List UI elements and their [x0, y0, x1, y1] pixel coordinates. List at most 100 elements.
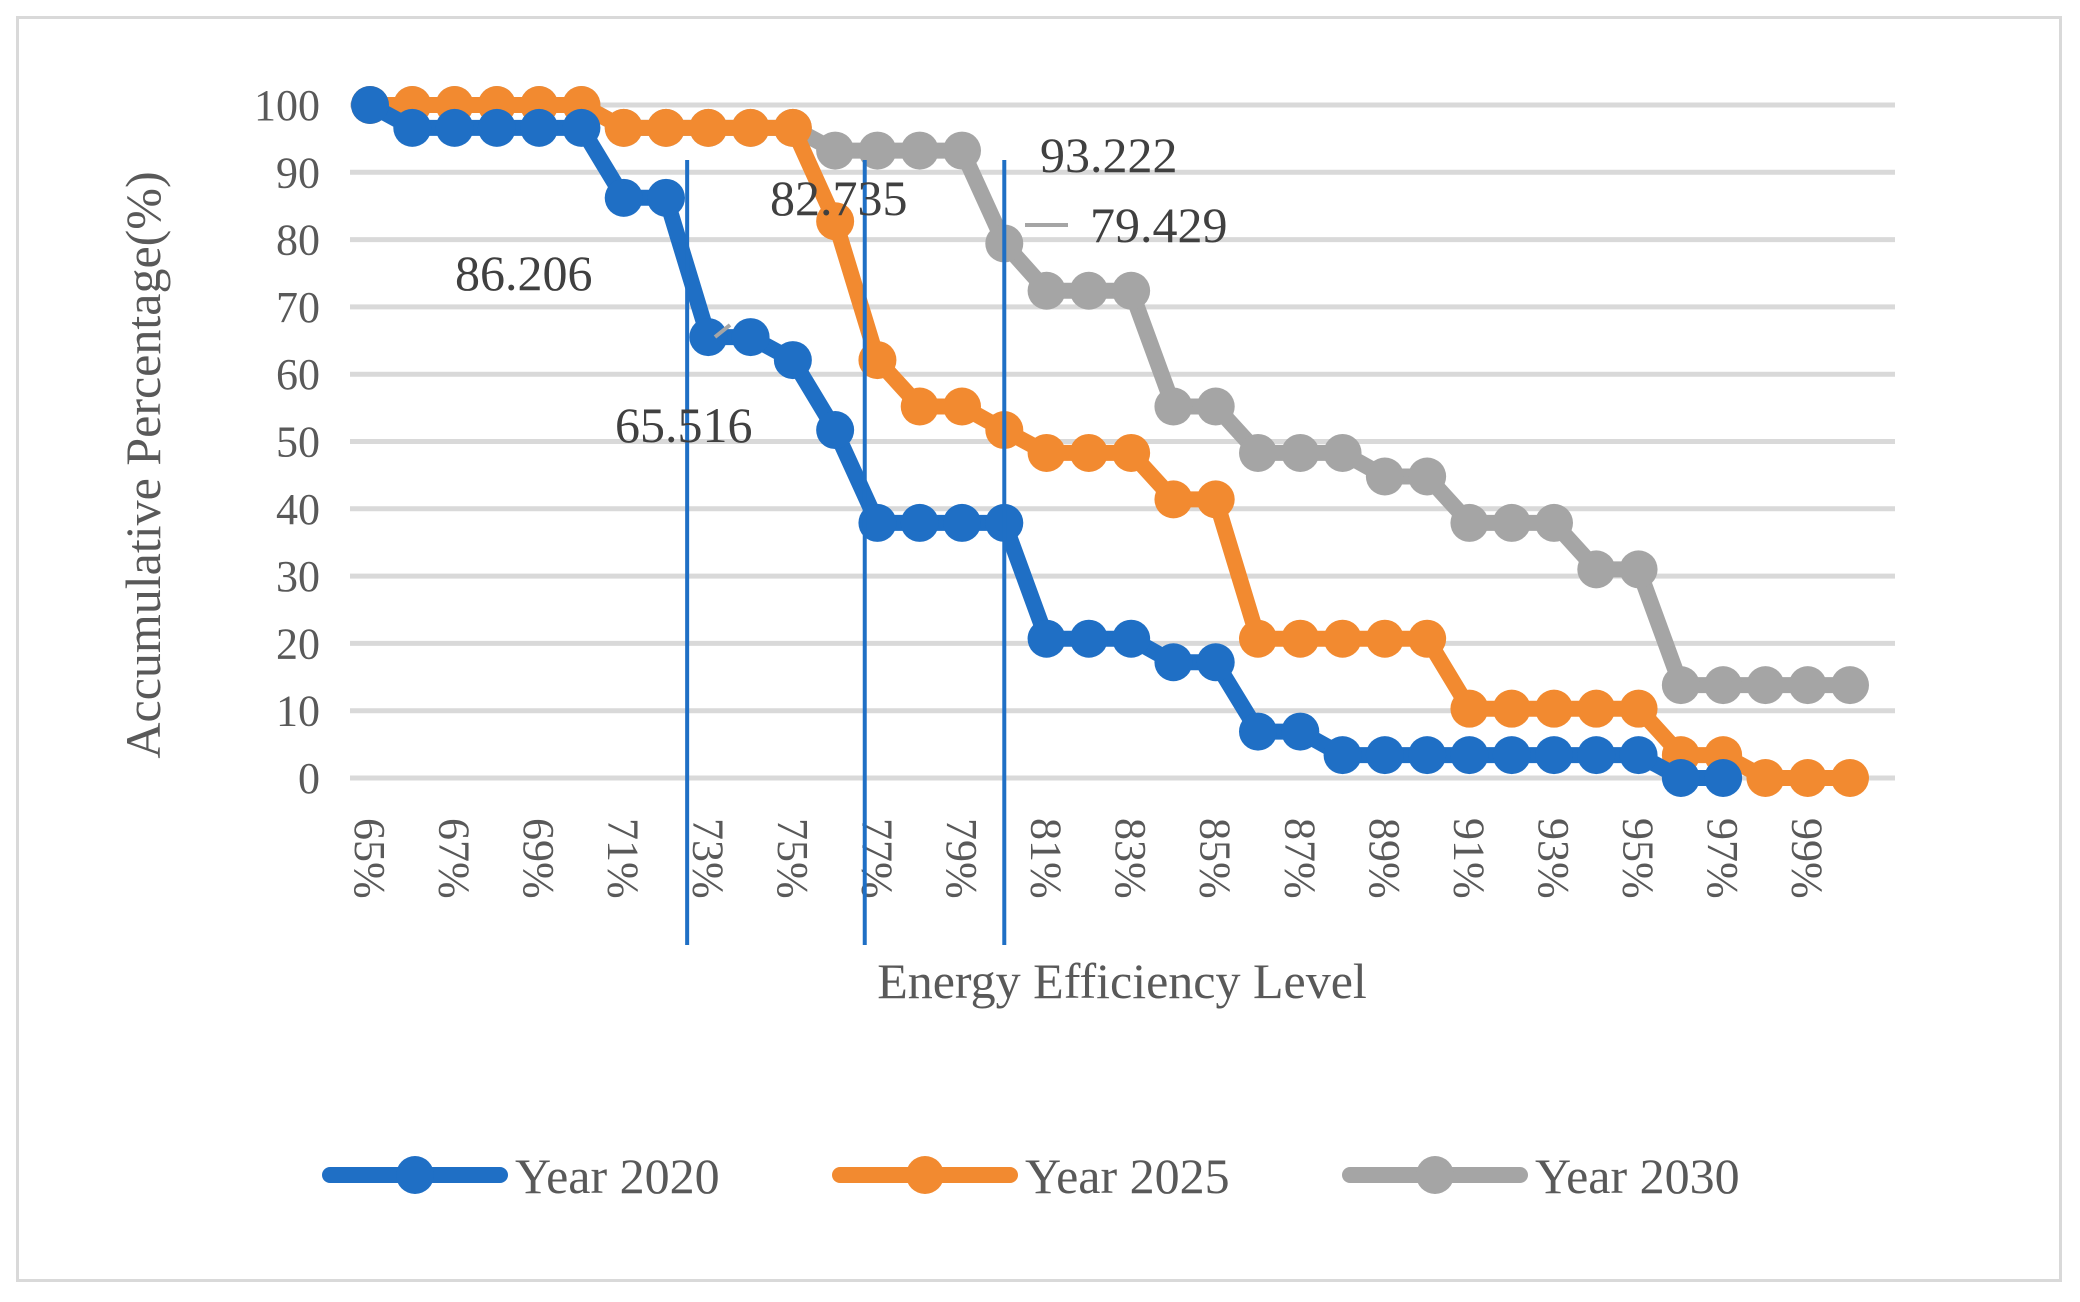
- data-point: [562, 108, 601, 147]
- series-group: [351, 86, 1869, 797]
- data-point: [1577, 550, 1616, 589]
- data-point: [1492, 689, 1531, 728]
- data-point: [1619, 736, 1658, 775]
- data-point: [773, 341, 812, 380]
- data-point: [1704, 666, 1743, 705]
- data-point: [900, 503, 939, 542]
- data-point: [1323, 433, 1362, 472]
- y-tick-label: 0: [298, 754, 320, 803]
- data-point: [900, 131, 939, 170]
- y-tick-label: 100: [254, 81, 320, 130]
- data-point: [1027, 271, 1066, 310]
- data-point: [1281, 433, 1320, 472]
- data-point: [731, 108, 770, 147]
- data-point: [1535, 503, 1573, 542]
- data-point: [351, 86, 389, 124]
- data-point: [1535, 736, 1573, 775]
- legend-label: Year 2020: [515, 1148, 720, 1204]
- y-tick-label: 50: [276, 418, 320, 467]
- data-point: [1069, 619, 1108, 658]
- data-point: [900, 387, 939, 426]
- data-point: [647, 108, 685, 147]
- y-tick-label: 20: [276, 619, 320, 668]
- data-point: [816, 411, 855, 450]
- data-point: [858, 503, 897, 542]
- data-point: [731, 318, 770, 357]
- data-point: [1069, 433, 1108, 472]
- x-tick-label: 83%: [1106, 818, 1155, 899]
- data-point: [435, 108, 474, 147]
- data-point: [1746, 759, 1785, 797]
- y-tick-label: 60: [276, 350, 320, 399]
- data-point: [1196, 387, 1235, 426]
- data-point: [1365, 619, 1404, 658]
- data-point: [647, 178, 685, 217]
- data-point: [816, 131, 855, 170]
- data-point: [943, 387, 981, 426]
- data-point: [1027, 433, 1066, 472]
- x-tick-label: 99%: [1783, 818, 1832, 899]
- x-tick-label: 91%: [1444, 818, 1493, 899]
- legend-swatch-marker: [1416, 1156, 1454, 1194]
- x-tick-label: 95%: [1614, 818, 1663, 899]
- y-tick-label: 70: [276, 283, 320, 332]
- data-point: [816, 202, 855, 241]
- y-tick-label: 30: [276, 552, 320, 601]
- data-label: 86.206: [455, 245, 593, 301]
- x-tick-label: 81%: [1022, 818, 1071, 899]
- data-point: [1450, 503, 1489, 542]
- y-tick-label: 90: [276, 148, 320, 197]
- y-tick-label: 80: [276, 216, 320, 265]
- x-tick-label: 73%: [683, 818, 732, 899]
- x-tick-label: 87%: [1275, 818, 1324, 899]
- data-point: [1408, 736, 1447, 775]
- data-point: [1196, 480, 1235, 519]
- data-point: [477, 108, 516, 147]
- data-point: [1408, 457, 1447, 496]
- x-tick-label: 67%: [430, 818, 479, 899]
- data-point: [1154, 387, 1193, 426]
- data-point: [1619, 550, 1658, 589]
- data-point: [1577, 736, 1616, 775]
- data-point: [1239, 712, 1277, 751]
- data-point: [1831, 759, 1869, 797]
- data-point: [1450, 689, 1489, 728]
- x-tick-label: 65%: [345, 818, 394, 899]
- data-point: [1112, 271, 1151, 310]
- x-tick-label: 69%: [514, 818, 563, 899]
- data-point: [1831, 666, 1869, 705]
- legend: Year 2020 Year 2025 Year 2030: [322, 1148, 1740, 1204]
- data-label: 65.516: [615, 397, 753, 453]
- x-tick-label: 71%: [599, 818, 648, 899]
- data-point: [1661, 666, 1700, 705]
- data-point: [1535, 689, 1573, 728]
- x-tick-label: 89%: [1360, 818, 1409, 899]
- data-point: [1788, 666, 1827, 705]
- data-point: [1239, 433, 1277, 472]
- legend-label: Year 2030: [1535, 1148, 1740, 1204]
- data-point: [1323, 619, 1362, 658]
- data-point: [1365, 736, 1404, 775]
- data-point: [1281, 712, 1320, 751]
- data-point: [1239, 619, 1277, 658]
- data-point: [943, 131, 981, 170]
- x-tick-label: 77%: [852, 818, 901, 899]
- data-point: [1112, 433, 1151, 472]
- data-point: [604, 108, 643, 147]
- series-line: [362, 97, 1858, 694]
- x-axis-title: Energy Efficiency Level: [877, 953, 1367, 1009]
- x-axis-ticks: 65% 67% 69% 71% 73% 75% 77% 79% 81% 83% 85% 87% 89% 9…: [345, 818, 1832, 899]
- x-tick-label: 97%: [1698, 818, 1747, 899]
- data-point: [858, 341, 897, 380]
- data-point: [1323, 736, 1362, 775]
- data-point: [1788, 759, 1827, 797]
- data-point: [1577, 689, 1616, 728]
- data-point: [1492, 503, 1531, 542]
- data-point: [1365, 457, 1404, 496]
- y-tick-label: 40: [276, 485, 320, 534]
- y-axis-ticks: 0 10 20 30 40 50 60 70 80 90 100: [254, 81, 320, 803]
- legend-swatch-marker: [396, 1156, 434, 1194]
- data-point: [520, 108, 559, 147]
- data-point: [1619, 689, 1658, 728]
